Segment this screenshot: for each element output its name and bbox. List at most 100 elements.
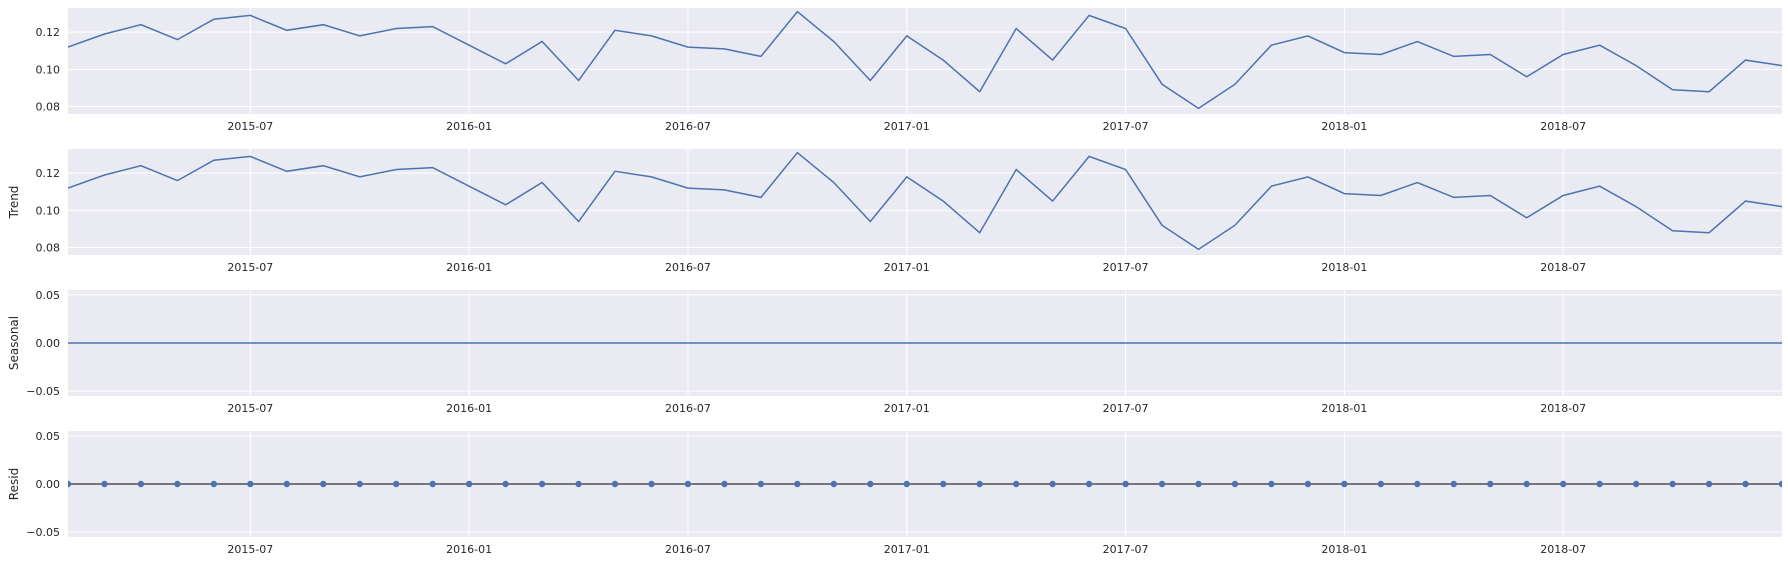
x-tick-label: 2016-07	[665, 120, 711, 133]
resid-point	[68, 480, 72, 488]
resid-point	[903, 480, 910, 488]
resid-point	[137, 480, 145, 488]
resid-point	[502, 480, 509, 488]
resid-point	[611, 480, 619, 488]
x-tick-label: 2017-07	[1103, 402, 1149, 415]
resid-point	[1341, 480, 1348, 488]
resid-point	[1742, 480, 1749, 488]
x-tick-label: 2018-07	[1540, 402, 1586, 415]
resid-point	[1559, 480, 1567, 488]
y-axis-label: Resid	[7, 468, 21, 500]
x-tick-label: 2015-07	[227, 543, 273, 556]
resid-point	[1377, 480, 1385, 488]
x-tick-label: 2017-07	[1103, 261, 1149, 274]
resid-point	[1523, 480, 1530, 488]
resid-point	[794, 480, 801, 488]
resid-point	[976, 480, 983, 488]
resid-point	[1450, 480, 1457, 488]
y-tick-label: 0.10	[36, 63, 61, 76]
y-axis-label: Trend	[7, 186, 21, 220]
x-tick-label: 2018-01	[1321, 261, 1367, 274]
x-tick-label: 2015-07	[227, 120, 273, 133]
resid-point	[538, 480, 546, 488]
x-tick-label: 2017-07	[1103, 120, 1149, 133]
x-tick-label: 2016-01	[446, 120, 492, 133]
x-tick-label: 2017-01	[884, 543, 930, 556]
chart-panel-2: 0.08 0.10 0.12 2015-07 2016-01 2016-07 2017-01…	[7, 149, 1782, 274]
x-tick-label: 2018-07	[1540, 120, 1586, 133]
x-tick-label: 2018-07	[1540, 261, 1586, 274]
chart-panel-3: 0.05 0.00 −0.05 2015-07 2016-01 2016-07 2017-0…	[7, 289, 1782, 415]
x-tick-label: 2018-01	[1321, 402, 1367, 415]
chart-panel-1: 0.08 0.10 0.12 2015-07 2016-01 2016-07 2017-01…	[36, 8, 1782, 133]
series-line	[68, 151, 1782, 251]
resid-point	[1268, 480, 1275, 488]
resid-point	[830, 480, 838, 488]
plot-area	[68, 8, 1782, 114]
series-line	[68, 10, 1782, 110]
x-tick-label: 2017-01	[884, 402, 930, 415]
resid-point	[1195, 480, 1202, 488]
x-tick-label: 2016-01	[446, 261, 492, 274]
resid-point	[247, 480, 254, 488]
resid-point	[721, 480, 728, 488]
resid-point	[356, 480, 363, 488]
resid-point	[1158, 480, 1166, 488]
resid-point	[1049, 480, 1056, 488]
y-tick-label: 0.08	[36, 242, 61, 255]
x-tick-label: 2018-07	[1540, 543, 1586, 556]
y-tick-label: 0.12	[36, 26, 61, 39]
y-tick-label: 0.08	[36, 101, 61, 114]
x-tick-label: 2016-07	[665, 261, 711, 274]
x-tick-label: 2015-07	[227, 402, 273, 415]
resid-point	[575, 480, 582, 488]
chart-panel-4: 0.05 0.00 −0.05 2015-07 2016-01 2016-07 2017-0…	[7, 430, 1782, 556]
x-tick-label: 2017-07	[1103, 543, 1149, 556]
y-tick-label: −0.05	[26, 526, 60, 539]
resid-point	[1122, 480, 1129, 488]
x-tick-label: 2015-07	[227, 261, 273, 274]
resid-point	[757, 480, 765, 488]
resid-point	[101, 480, 108, 488]
resid-point	[1414, 480, 1421, 488]
y-tick-label: 0.05	[36, 289, 61, 302]
resid-point	[283, 480, 291, 488]
x-tick-label: 2016-01	[446, 543, 492, 556]
x-tick-label: 2018-01	[1321, 543, 1367, 556]
resid-point	[1705, 480, 1713, 488]
y-tick-label: 0.00	[36, 478, 61, 491]
x-tick-label: 2016-01	[446, 402, 492, 415]
resid-point	[1632, 480, 1640, 488]
resid-point	[940, 480, 947, 488]
y-tick-label: 0.10	[36, 204, 61, 217]
x-tick-label: 2017-01	[884, 261, 930, 274]
resid-point	[174, 480, 181, 488]
resid-point	[320, 480, 327, 488]
y-tick-label: −0.05	[26, 385, 60, 398]
x-tick-label: 2017-01	[884, 120, 930, 133]
x-tick-label: 2016-07	[665, 543, 711, 556]
resid-point	[1596, 480, 1603, 488]
resid-point	[210, 480, 218, 488]
plot-area	[68, 149, 1782, 255]
resid-point	[1012, 480, 1020, 488]
resid-point	[684, 480, 692, 488]
resid-point	[393, 480, 400, 488]
resid-point	[1778, 480, 1782, 488]
resid-point	[648, 480, 655, 488]
resid-point	[1085, 480, 1093, 488]
resid-point	[1304, 480, 1312, 488]
resid-point	[867, 480, 874, 488]
resid-point	[1487, 480, 1494, 488]
resid-point	[429, 480, 436, 488]
resid-point	[465, 480, 473, 488]
x-tick-label: 2018-01	[1321, 120, 1367, 133]
y-tick-label: 0.05	[36, 430, 61, 443]
resid-point	[1669, 480, 1676, 488]
y-tick-label: 0.12	[36, 167, 61, 180]
x-tick-label: 2016-07	[665, 402, 711, 415]
y-tick-label: 0.00	[36, 337, 61, 350]
resid-point	[1231, 480, 1239, 488]
y-axis-label: Seasonal	[7, 316, 21, 370]
